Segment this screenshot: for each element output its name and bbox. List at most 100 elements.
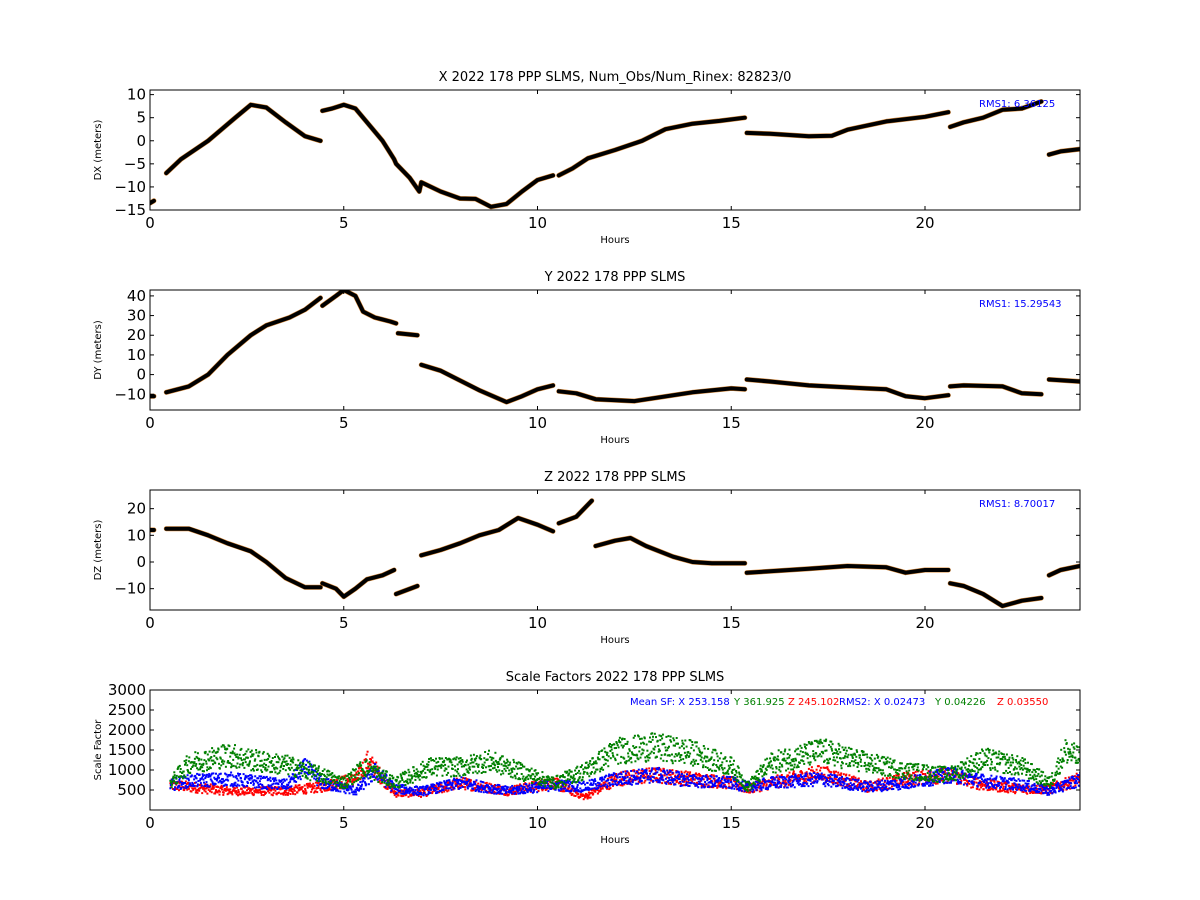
sf-point <box>307 770 310 773</box>
sf-point <box>410 787 413 790</box>
sf-point <box>590 783 593 786</box>
sf-point <box>578 781 581 784</box>
sf-point <box>427 793 430 796</box>
sf-point <box>233 789 236 792</box>
sf-point <box>292 788 295 791</box>
sf-point <box>854 778 857 781</box>
sf-point <box>323 768 326 771</box>
sf-point <box>244 791 247 794</box>
sf-point <box>837 784 840 787</box>
sf-point <box>496 792 499 794</box>
sf-point <box>1031 790 1034 793</box>
sf-point <box>695 784 698 787</box>
sf-point <box>354 768 357 771</box>
sf-point <box>606 784 609 787</box>
sf-point <box>994 787 997 790</box>
sf-point <box>687 784 690 787</box>
sf-point <box>607 775 610 778</box>
sf-point <box>1016 783 1019 786</box>
sf-point <box>343 775 346 778</box>
sf-point <box>665 773 668 776</box>
sf-point <box>282 785 285 787</box>
sf-point <box>452 779 455 782</box>
sf-point <box>799 783 802 785</box>
sf-point <box>569 781 572 784</box>
sf-point <box>230 765 233 768</box>
sf-point <box>385 770 388 773</box>
sf-point <box>402 790 405 793</box>
sf-point <box>258 750 261 753</box>
sf-point <box>215 772 217 775</box>
sf-point <box>195 790 198 793</box>
sf-point <box>1011 786 1014 789</box>
sf-point <box>305 783 308 785</box>
sf-point <box>235 785 238 788</box>
sf-point <box>482 784 484 787</box>
sf-point <box>228 762 231 764</box>
sf-point <box>724 785 727 788</box>
sf-point <box>586 793 589 796</box>
sf-point <box>469 782 472 785</box>
sf-point <box>456 779 459 781</box>
sf-point <box>286 754 289 757</box>
sf-point <box>602 784 605 787</box>
sf-point <box>1068 777 1071 780</box>
sf-point <box>1023 779 1026 782</box>
sf-point <box>237 774 240 777</box>
sf-point <box>765 783 768 786</box>
sf-point <box>568 783 571 786</box>
sf-point <box>791 781 794 784</box>
sf-point <box>681 780 684 783</box>
sf-point <box>1027 785 1030 788</box>
sf-point <box>999 790 1002 793</box>
sf-point <box>320 790 323 793</box>
sf-point <box>774 784 777 786</box>
sf-point <box>221 786 224 789</box>
sf-point <box>416 785 419 788</box>
sf-point <box>417 775 420 778</box>
sf-point <box>465 779 468 782</box>
sf-point <box>843 782 846 785</box>
sf-point <box>795 775 797 778</box>
sf-point <box>365 759 368 762</box>
sf-point <box>848 778 851 780</box>
sf-point <box>343 776 346 779</box>
sf-point <box>635 782 638 785</box>
sf-point <box>612 784 614 787</box>
sf-point <box>657 781 660 784</box>
sf-point <box>686 771 689 774</box>
sf-point <box>544 780 547 783</box>
sf-point <box>782 781 785 784</box>
sf-point <box>691 780 694 783</box>
sf-point <box>231 752 234 755</box>
sf-point <box>538 786 541 789</box>
sf-point <box>1002 780 1005 783</box>
sf-point <box>709 781 712 784</box>
sf-point <box>562 784 564 787</box>
sf-point <box>379 772 382 775</box>
plot-marks <box>169 732 1080 801</box>
sf-point <box>702 783 704 786</box>
sf-point <box>334 776 337 778</box>
sf-point <box>600 783 603 786</box>
sf-point <box>415 768 418 771</box>
sf-point <box>989 788 992 791</box>
sf-point <box>398 785 401 788</box>
sf-point <box>567 785 570 788</box>
sf-point <box>314 774 317 777</box>
solution-points-segment <box>744 110 951 139</box>
sf-point <box>435 792 437 795</box>
sf-point <box>522 783 525 786</box>
sf-point <box>580 790 583 793</box>
sf-point <box>447 781 450 784</box>
sf-point <box>737 781 740 783</box>
sf-point <box>1074 775 1076 778</box>
sf-point <box>315 767 318 770</box>
sf-point <box>334 787 337 790</box>
sf-point <box>847 783 850 786</box>
sf-point <box>993 783 996 786</box>
sf-point <box>416 775 419 778</box>
sf-point <box>377 769 380 772</box>
sf-point <box>628 774 631 776</box>
sf-point <box>1061 788 1064 791</box>
